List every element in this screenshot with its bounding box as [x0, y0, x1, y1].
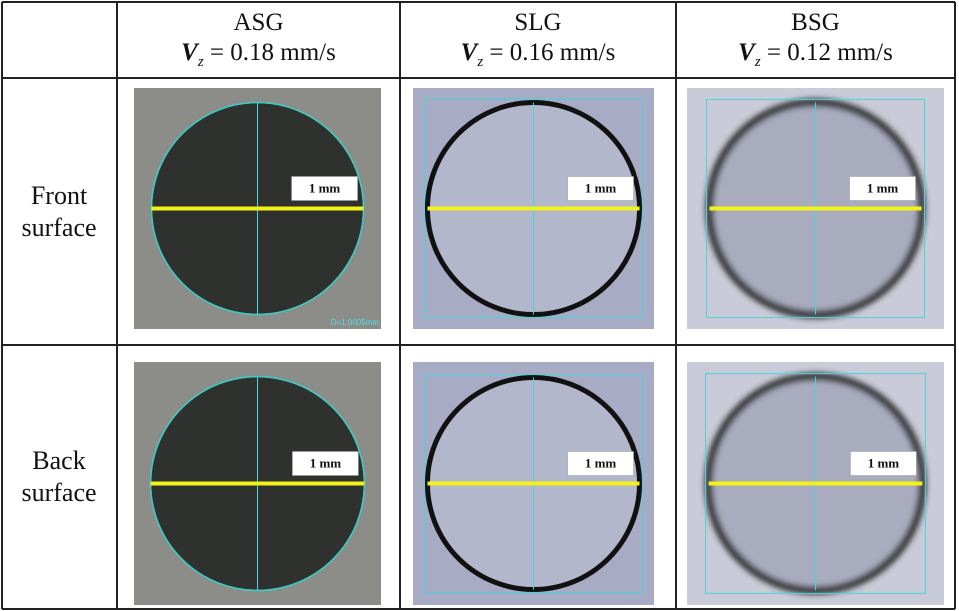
row-label: Back surface — [10, 445, 108, 509]
sample-name: ASG — [233, 9, 283, 36]
speed-value: = 0.16 mm/s — [489, 39, 615, 66]
micrograph: 1 mm — [413, 88, 654, 329]
sample-name: SLG — [514, 9, 561, 36]
micrograph: 1 mm — [687, 88, 944, 329]
speed-symbol: V — [461, 39, 478, 66]
figure-table: 1 mm D=1.0005mm 1 mm 1 mm 1 mm 1 mm 1 mm ASG Vz… — [0, 0, 959, 611]
column-header: SLG Vz = 0.16 mm/s — [400, 8, 676, 77]
row-label: Front surface — [10, 180, 108, 244]
micrograph: 1 mm D=1.0005mm — [134, 88, 381, 329]
micrograph: 1 mm — [134, 362, 381, 605]
scale-label: 1 mm — [585, 456, 617, 471]
column-header: ASG Vz = 0.18 mm/s — [117, 8, 400, 77]
speed-value: = 0.18 mm/s — [210, 39, 336, 66]
speed-subscript: z — [755, 54, 761, 70]
speed-symbol: V — [181, 39, 198, 66]
speed-subscript: z — [198, 54, 204, 70]
scale-label: 1 mm — [309, 181, 341, 196]
scale-label: 1 mm — [867, 181, 899, 196]
row-label-text: Front surface — [21, 181, 96, 242]
scale-label: 1 mm — [310, 456, 342, 471]
column-header: BSG Vz = 0.12 mm/s — [676, 8, 955, 77]
micrograph: 1 mm — [413, 362, 654, 605]
row-label-text: Back surface — [21, 446, 96, 507]
speed-symbol: V — [738, 39, 755, 66]
speed-value: = 0.12 mm/s — [767, 39, 893, 66]
sample-name: BSG — [791, 9, 840, 36]
scale-label: 1 mm — [868, 456, 900, 471]
scale-label: 1 mm — [585, 181, 617, 196]
speed-subscript: z — [477, 54, 483, 70]
micrograph: 1 mm — [687, 362, 944, 605]
table-canvas: 1 mm D=1.0005mm 1 mm 1 mm 1 mm 1 mm 1 mm — [0, 0, 959, 611]
measurement-label: D=1.0005mm — [331, 318, 380, 327]
